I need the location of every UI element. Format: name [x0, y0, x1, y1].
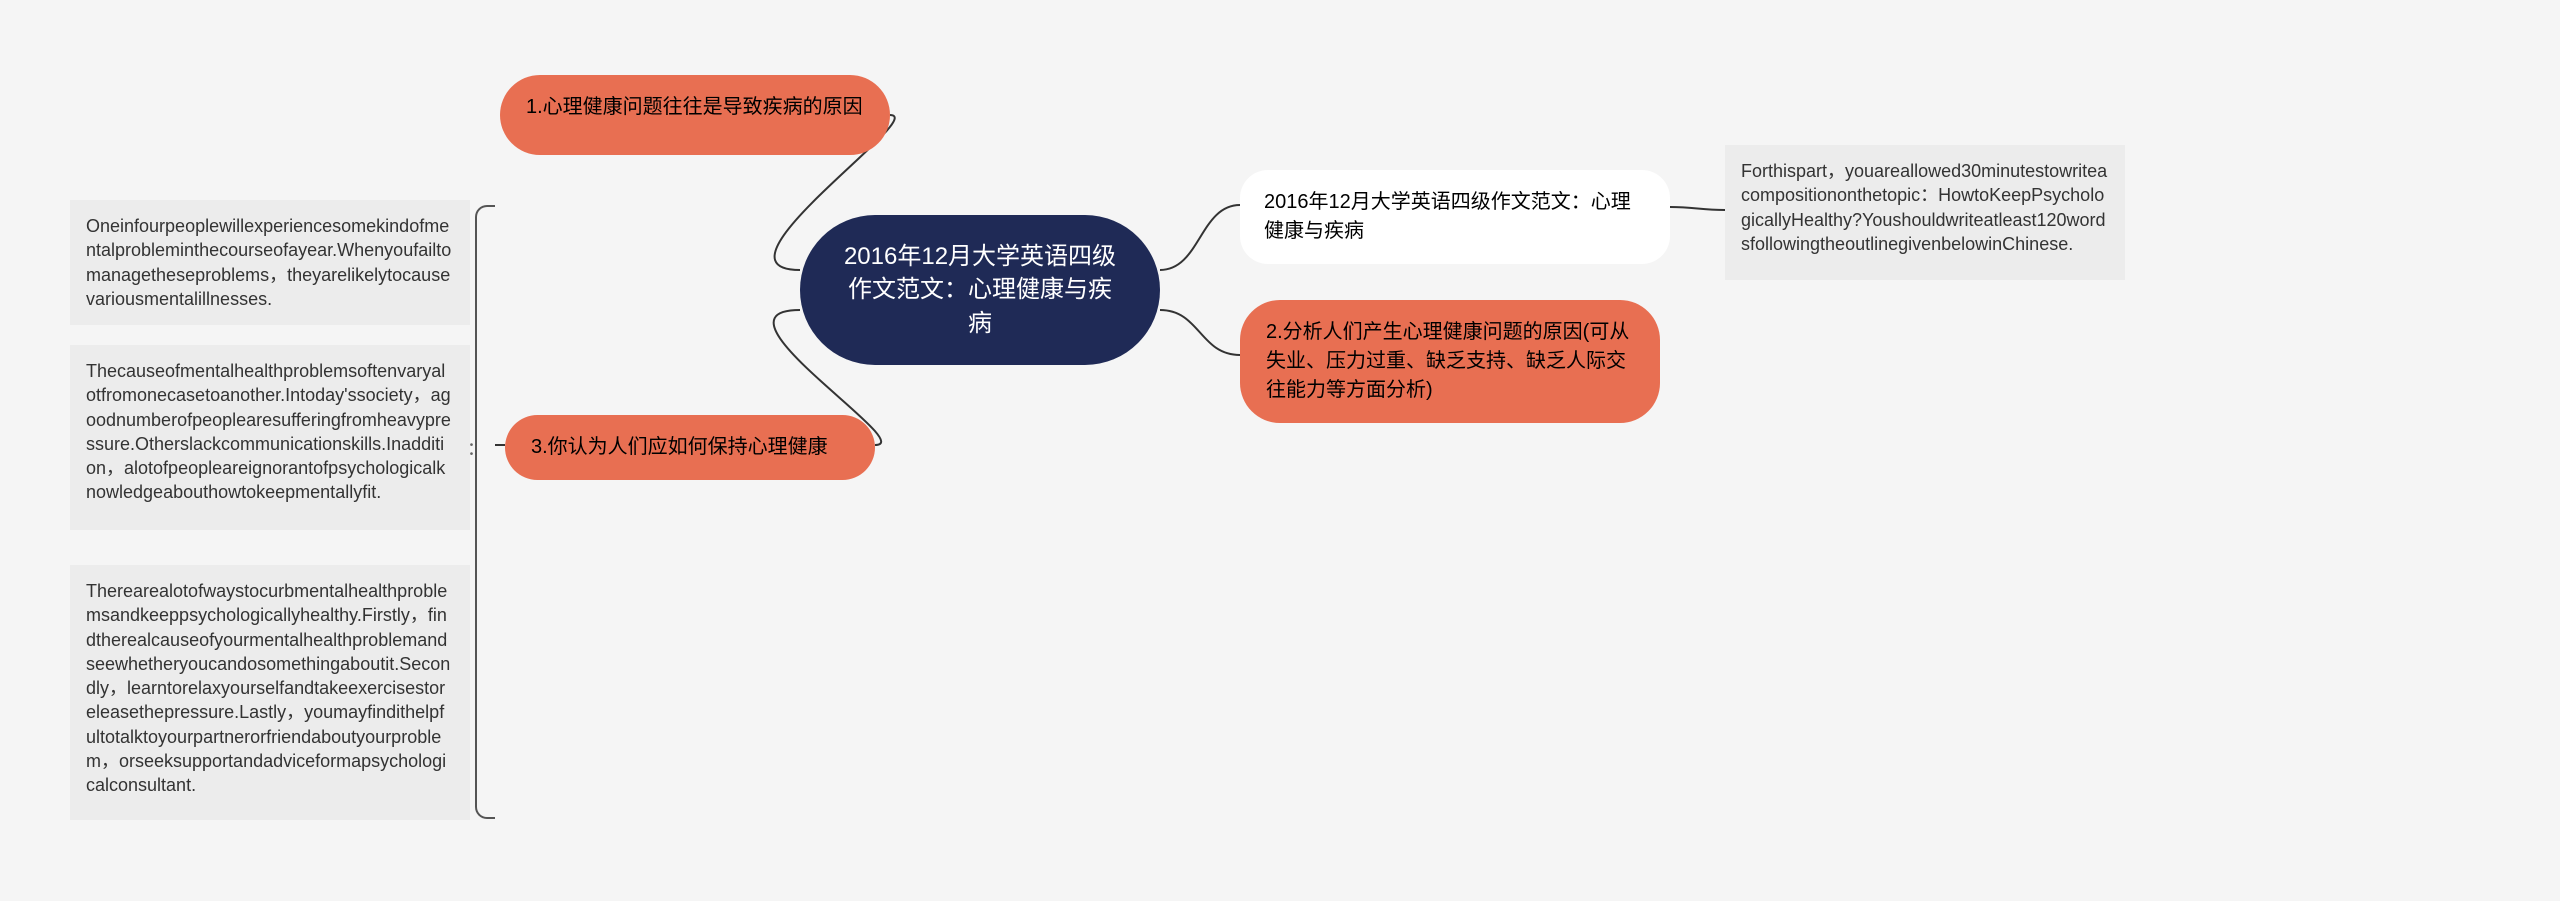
node-point-2: 2.分析人们产生心理健康问题的原因(可从失业、压力过重、缺乏支持、缺乏人际交往能…: [1240, 300, 1660, 423]
paragraph-2: Thecauseofmentalhealthproblemsoftenvarya…: [70, 345, 470, 530]
paragraph-3: Therearealotofwaystocurbmentalhealthprob…: [70, 565, 470, 820]
central-node: 2016年12月大学英语四级作文范文：心理健康与疾病: [800, 215, 1160, 365]
node-instructions: Forthispart，youareallowed30minutestowrit…: [1725, 145, 2125, 280]
paragraph-1-text: Oneinfourpeoplewillexperiencesomekindofm…: [86, 216, 451, 309]
node-topic-repeat-text: 2016年12月大学英语四级作文范文：心理健康与疾病: [1264, 191, 1631, 242]
node-point-2-text: 2.分析人们产生心理健康问题的原因(可从失业、压力过重、缺乏支持、缺乏人际交往能…: [1266, 321, 1629, 401]
node-point-1: 1.心理健康问题往往是导致疾病的原因: [500, 75, 890, 155]
central-text: 2016年12月大学英语四级作文范文：心理健康与疾病: [840, 240, 1120, 341]
paragraph-2-text: Thecauseofmentalhealthproblemsoftenvarya…: [86, 361, 451, 502]
paragraph-1: Oneinfourpeoplewillexperiencesomekindofm…: [70, 200, 470, 325]
node-point-3: 3.你认为人们应如何保持心理健康: [505, 415, 875, 480]
mindmap-canvas: 2016年12月大学英语四级作文范文：心理健康与疾病 1.心理健康问题往往是导致…: [0, 0, 2560, 901]
paragraph-bracket: [475, 205, 495, 819]
node-instructions-text: Forthispart，youareallowed30minutestowrit…: [1741, 161, 2107, 254]
node-topic-repeat: 2016年12月大学英语四级作文范文：心理健康与疾病: [1240, 170, 1670, 264]
paragraph-3-text: Therearealotofwaystocurbmentalhealthprob…: [86, 581, 450, 795]
node-point-3-text: 3.你认为人们应如何保持心理健康: [531, 436, 828, 458]
node-point-1-text: 1.心理健康问题往往是导致疾病的原因: [526, 96, 863, 118]
